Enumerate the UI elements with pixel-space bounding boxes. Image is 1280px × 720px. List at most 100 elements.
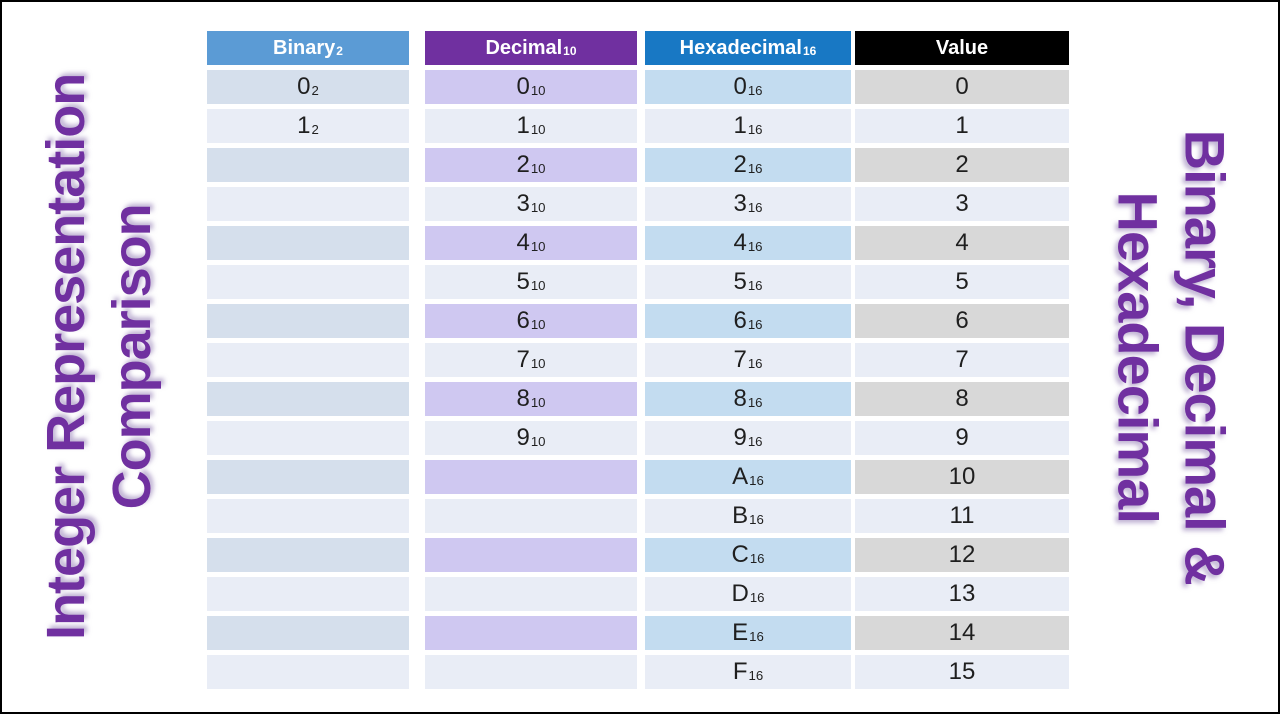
cell-subscript: 16 — [747, 239, 763, 255]
table-row: E 16 14 — [207, 616, 1069, 650]
cell-text: 2 — [733, 151, 747, 178]
decimal-cell: 8 10 — [425, 382, 637, 416]
header-hexadecimal-label: Hexadecimal — [679, 36, 802, 59]
table-row: A 16 10 — [207, 460, 1069, 494]
decimal-cell: 6 10 — [425, 304, 637, 338]
binary-cell — [207, 655, 409, 689]
binary-cell — [207, 343, 409, 377]
value-cell: 12 — [855, 538, 1069, 572]
cell-text: 14 — [948, 619, 976, 646]
left-title-line-2: Comparison — [102, 204, 162, 510]
binary-cell — [207, 421, 409, 455]
cell-subscript: 16 — [747, 395, 763, 411]
hexadecimal-cell: 8 16 — [645, 382, 851, 416]
cell-text: 4 — [733, 229, 747, 256]
value-cell: 11 — [855, 499, 1069, 533]
cell-text: 7 — [955, 346, 969, 373]
decimal-cell — [425, 577, 637, 611]
value-cell: 1 — [855, 109, 1069, 143]
cell-text: 9 — [516, 424, 530, 451]
header-value: Value — [855, 31, 1069, 65]
value-cell: 7 — [855, 343, 1069, 377]
hexadecimal-cell: A 16 — [645, 460, 851, 494]
cell-subscript: 16 — [747, 122, 763, 138]
cell-text: 13 — [948, 580, 976, 607]
decimal-cell: 1 10 — [425, 109, 637, 143]
cell-subscript: 10 — [530, 434, 546, 450]
cell-text: 4 — [516, 229, 530, 256]
cell-text: 3 — [955, 190, 969, 217]
cell-text: 0 — [297, 73, 311, 100]
table-row: 7 10 7 16 7 — [207, 343, 1069, 377]
header-binary-label: Binary — [273, 36, 336, 59]
binary-cell — [207, 187, 409, 221]
decimal-cell: 4 10 — [425, 226, 637, 260]
cell-text: 6 — [516, 307, 530, 334]
cell-text: 12 — [948, 541, 976, 568]
binary-cell — [207, 148, 409, 182]
cell-text: 1 — [955, 112, 969, 139]
decimal-cell: 0 10 — [425, 70, 637, 104]
hexadecimal-cell: E 16 — [645, 616, 851, 650]
hexadecimal-cell: 4 16 — [645, 226, 851, 260]
header-binary: Binary 2 — [207, 31, 409, 65]
cell-text: 1 — [516, 112, 530, 139]
table-header-row: Binary 2 Decimal 10 Hexadecimal 16 Value — [207, 31, 1069, 65]
cell-subscript: 2 — [311, 83, 319, 99]
cell-text: 1 — [733, 112, 747, 139]
binary-cell — [207, 538, 409, 572]
cell-text: 7 — [733, 346, 747, 373]
decimal-cell: 2 10 — [425, 148, 637, 182]
hexadecimal-cell: 1 16 — [645, 109, 851, 143]
slide-border-bottom — [0, 712, 1280, 714]
decimal-cell — [425, 655, 637, 689]
hexadecimal-cell: F 16 — [645, 655, 851, 689]
value-cell: 10 — [855, 460, 1069, 494]
decimal-cell — [425, 616, 637, 650]
hexadecimal-cell: 6 16 — [645, 304, 851, 338]
header-value-label: Value — [935, 36, 989, 59]
cell-subscript: 16 — [749, 629, 764, 645]
binary-cell — [207, 304, 409, 338]
table-row: 8 10 8 16 8 — [207, 382, 1069, 416]
hexadecimal-cell: D 16 — [645, 577, 851, 611]
cell-subscript: 10 — [530, 239, 546, 255]
right-title: Binary, Decimal & Hexadecimal — [1105, 129, 1239, 584]
binary-cell — [207, 499, 409, 533]
value-cell: 5 — [855, 265, 1069, 299]
hexadecimal-cell: 3 16 — [645, 187, 851, 221]
table-row: B 16 11 — [207, 499, 1069, 533]
cell-text: F — [732, 658, 748, 685]
table-row: 0 2 0 10 0 16 0 — [207, 70, 1069, 104]
value-cell: 9 — [855, 421, 1069, 455]
hexadecimal-cell: 9 16 — [645, 421, 851, 455]
cell-text: C — [731, 541, 749, 568]
binary-cell — [207, 265, 409, 299]
cell-text: 9 — [733, 424, 747, 451]
cell-subscript: 16 — [747, 278, 763, 294]
cell-subscript: 16 — [747, 161, 763, 177]
cell-text: 8 — [955, 385, 969, 412]
binary-cell — [207, 577, 409, 611]
cell-text: A — [732, 463, 749, 490]
cell-text: 7 — [516, 346, 530, 373]
header-binary-subscript: 2 — [336, 44, 343, 59]
hexadecimal-cell: C 16 — [645, 538, 851, 572]
cell-subscript: 2 — [311, 122, 319, 138]
cell-text: 0 — [955, 73, 969, 100]
cell-text: 6 — [955, 307, 969, 334]
right-title-line-1: Binary, Decimal & — [1174, 129, 1238, 585]
table-row: 4 10 4 16 4 — [207, 226, 1069, 260]
cell-subscript: 16 — [749, 551, 765, 567]
cell-subscript: 10 — [530, 395, 546, 411]
cell-subscript: 10 — [530, 161, 546, 177]
right-title-line-2: Hexadecimal — [1107, 191, 1171, 523]
value-cell: 15 — [855, 655, 1069, 689]
hexadecimal-cell: 0 16 — [645, 70, 851, 104]
cell-text: 3 — [733, 190, 747, 217]
header-hexadecimal: Hexadecimal 16 — [645, 31, 851, 65]
table-row: 6 10 6 16 6 — [207, 304, 1069, 338]
value-cell: 2 — [855, 148, 1069, 182]
